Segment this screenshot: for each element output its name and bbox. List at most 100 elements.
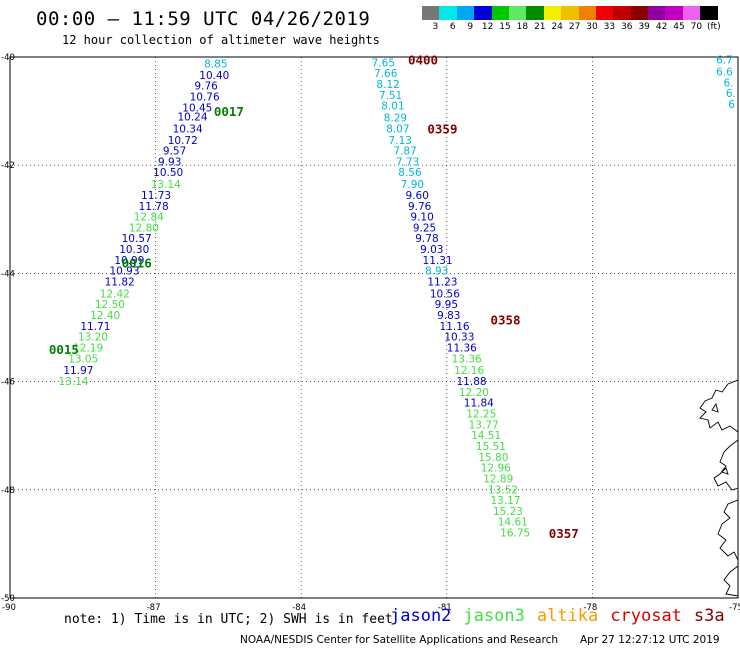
map-grid [9,56,739,599]
wave-height-value: 12.25 [466,409,496,421]
longitude-tick-label: -78 [583,603,597,613]
latitude-tick-label: -40 [1,53,15,63]
legend-item-jason3: jason3 [463,606,525,626]
color-scale-label: 12 [481,22,494,32]
color-scale-swatch [526,6,544,20]
color-scale-label: 21 [534,22,546,32]
wave-height-value: 13.05 [68,353,98,365]
axis-tick-labels: -40 -42 -44 -46 -48 -50-90 -87 -84 -81 -78 -75 [1,53,740,613]
page-title: 00:00 – 11:59 UTC 04/26/2019 [36,8,371,30]
pass-time-label: 0358 [490,312,520,327]
wave-height-value: 10.40 [199,70,229,82]
wave-height-value: 8.85 [204,58,227,70]
wave-height-value: 9.76 [408,201,432,213]
wave-height-value: 8.93 [425,266,448,278]
color-scale-swatch [422,6,440,20]
wave-height-value: 11.23 [427,277,457,289]
wave-height-value: 10.72 [168,135,198,147]
color-scale-swatch [665,6,683,20]
wave-height-value: 11.73 [141,190,171,202]
pass-time-label: 0400 [408,53,438,68]
color-scale-swatch [682,6,701,20]
wave-height-value: 13.17 [490,495,520,507]
wave-height-value: 11.36 [447,343,477,355]
latitude-tick-label: -46 [1,378,15,388]
wave-height-value: 11.84 [464,398,494,410]
wave-height-value: 13.14 [59,376,89,388]
wave-height-value: 7.73 [396,156,419,168]
color-scale-label: 70 [690,22,703,32]
legend-item-cryosat: cryosat [610,606,682,626]
latitude-tick-label: -50 [1,594,15,604]
satellite-legend: jason2 jason3 altika cryosat s3a [390,606,737,626]
wave-height-value: 12.80 [129,222,159,234]
wave-height-value: 6.6 [716,67,733,79]
wave-height-value: 10.99 [114,255,144,267]
wave-height-value: 7.90 [401,179,424,191]
wave-height-value: 8.07 [386,123,409,135]
legend-item-jason2: jason2 [390,606,452,626]
wave-height-value: 9.03 [420,244,443,256]
pass-time-label: 0015 [49,342,79,357]
longitude-tick-label: -90 [2,603,16,613]
color-scale-swatch [508,6,527,20]
longitude-tick-label: -75 [729,603,740,613]
color-scale-swatch [561,6,579,20]
color-scale-swatch [648,6,666,20]
longitude-tick-label: -87 [147,603,161,613]
wave-height-value: 12.16 [454,365,484,377]
color-scale-label: 6 [449,22,456,32]
color-scale-labels: 3 6 9 12 15 18 21 24 27 30 33 36 39 42 45 70 (ft) [422,22,740,34]
wave-height-value: 8.12 [376,79,399,91]
color-scale-label: 15 [499,22,511,32]
wave-height-value: 12.89 [483,473,513,485]
wave-height-value: 12.42 [100,288,130,300]
wave-height-value: 10.93 [109,266,139,278]
wave-height-value: 10.50 [153,167,183,179]
color-scale-label: 30 [586,22,598,32]
map-frame [9,56,739,599]
wave-height-value: 9.57 [163,146,186,158]
color-scale-label: 3 [432,22,439,32]
wave-height-value: 9.93 [158,156,181,168]
color-scale-swatch [543,6,562,20]
color-scale-label: 36 [621,22,633,32]
wave-height-value: 11.71 [80,321,110,333]
wave-height-value: 16.75 [500,528,530,540]
wave-height-value: 7.51 [379,90,402,102]
wave-height-value: 7.13 [389,135,412,147]
color-scale-swatch [595,6,614,20]
wave-height-value: 10.45 [182,102,212,114]
wave-height-value: 8.29 [384,113,407,125]
wave-height-value: 15.80 [478,452,508,464]
wave-height-value: 10.24 [177,112,207,124]
wave-height-value: 13.52 [488,484,518,496]
wave-height-value: 11.16 [440,321,470,333]
coastline-outline [699,379,739,597]
color-scale-swatch [578,6,596,20]
wave-height-value: 9.83 [437,310,460,322]
latitude-tick-label: -48 [1,486,15,496]
color-scale-swatch [456,6,475,20]
color-scale-bar [422,6,718,20]
color-scale-swatch [474,6,492,20]
color-scale-swatch [700,6,718,20]
wave-height-value: 6. [726,88,736,100]
pass-time-label: 0016 [122,256,152,271]
wave-height-value: 7.65 [372,57,395,69]
color-scale-label: 24 [551,22,563,32]
color-scale-label: (ft) [707,22,721,32]
wave-height-value: 12.19 [73,343,103,355]
pass-time-label: 0359 [427,121,457,136]
credit-timestamp: Apr 27 12:27:12 UTC 2019 [580,634,720,646]
wave-height-value: 12.96 [481,463,511,475]
wave-height-value: 14.61 [498,517,528,529]
wave-height-value: 9.25 [413,222,436,234]
wave-height-value: 11.82 [105,277,135,289]
color-scale-swatch [439,6,457,20]
color-scale-swatch [630,6,649,20]
color-scale-swatch [613,6,631,20]
wave-height-value: 8.56 [398,167,422,179]
wave-height-value: 15.23 [493,506,523,518]
